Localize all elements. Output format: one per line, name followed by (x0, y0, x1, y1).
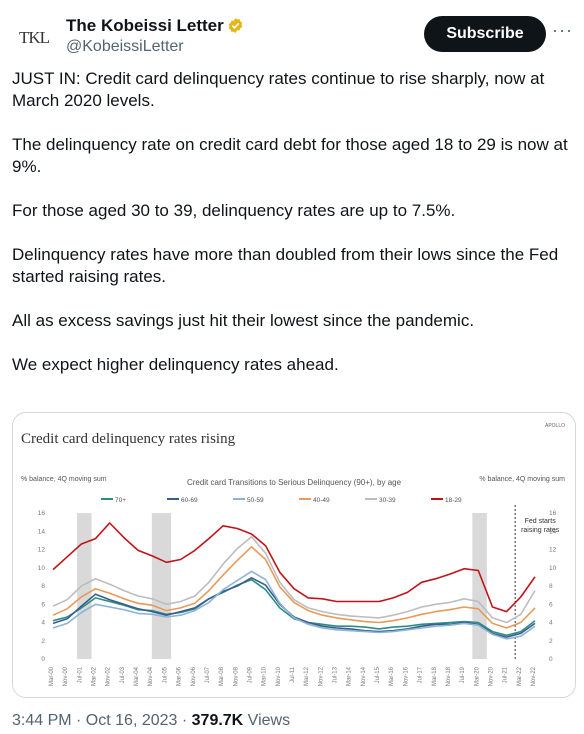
x-tick-label: Nov-12 (318, 666, 324, 686)
author-name-text[interactable]: The Kobeissi Letter (66, 16, 224, 35)
x-tick-label: Mar-06 (177, 666, 183, 686)
view-count: 379.7K (191, 712, 244, 729)
y-tick-label-right: 0 (549, 656, 553, 663)
recession-band (77, 513, 92, 659)
y-tick-label-right: 2 (549, 638, 553, 645)
series-line-50-59 (52, 570, 536, 640)
y-tick-label-right: 8 (549, 583, 553, 590)
y-tick-label-right: 4 (549, 620, 553, 627)
x-tick-label: Nov-06 (191, 666, 197, 686)
x-tick-label: Jul-07 (205, 666, 211, 683)
legend-label: 50-59 (247, 497, 264, 504)
verified-badge-icon (228, 18, 242, 33)
delinquency-chart: Credit card delinquency rates rising APOL… (21, 423, 565, 686)
x-tick-label: Nov-10 (276, 666, 282, 686)
tweet-footer: 3:44 PM · Oct 16, 2023 · 379.7K Views (12, 712, 290, 730)
tweet-paragraph: The delinquency rate on credit card debt… (12, 135, 568, 176)
author-name[interactable]: The Kobeissi Letter (66, 16, 244, 36)
x-tick-label: Jul-01 (77, 666, 83, 683)
y-axis-label-right: % balance, 4Q moving sum (479, 476, 565, 483)
author-handle[interactable]: @KobeissiLetter (66, 38, 184, 55)
x-tick-label: Mar-02 (92, 666, 98, 686)
tweet-paragraph: We expect higher delinquency rates ahead… (12, 355, 339, 374)
tweet-paragraph: JUST IN: Credit card delinquency rates c… (12, 69, 545, 110)
y-tick-label-left: 14 (38, 528, 46, 535)
x-tick-label: Nov-22 (531, 666, 537, 686)
tweet-paragraph: All as excess savings just hit their low… (12, 311, 475, 330)
x-tick-label: Mar-20 (474, 666, 480, 686)
y-tick-label-left: 10 (38, 565, 46, 572)
x-tick-label: Nov-14 (361, 666, 367, 686)
series-line-40-49 (52, 546, 536, 629)
series-line-18-29 (52, 522, 536, 613)
views-label: Views (243, 712, 291, 729)
legend-label: 18-29 (445, 497, 462, 504)
series-line-70+ (52, 578, 536, 637)
x-tick-label: Mar-04 (134, 666, 140, 686)
y-tick-label-left: 0 (41, 656, 45, 663)
legend-label: 70+ (115, 497, 126, 504)
x-tick-label: Jul-15 (375, 666, 381, 683)
x-tick-label: Nov-02 (106, 666, 112, 686)
more-options-icon[interactable]: ··· (552, 20, 573, 40)
x-tick-label: Nov-18 (446, 666, 452, 686)
tweet-header: TKL The Kobeissi Letter @KobeissiLetter … (12, 10, 572, 62)
x-tick-label: Mar-00 (49, 666, 55, 686)
chart-title: Credit card delinquency rates rising (21, 431, 236, 447)
y-tick-label-right: 16 (549, 510, 557, 517)
y-tick-label-left: 12 (38, 547, 46, 554)
chart-image[interactable]: Credit card delinquency rates rising APOL… (12, 412, 576, 698)
y-tick-label-left: 16 (38, 510, 46, 517)
recession-band (151, 513, 172, 659)
legend-label: 40-49 (313, 497, 330, 504)
x-tick-label: Jul-09 (247, 666, 253, 683)
x-tick-label: Mar-22 (517, 666, 523, 686)
x-tick-label: Mar-12 (304, 666, 310, 686)
x-tick-label: Nov-08 (233, 666, 239, 686)
x-tick-label: Jul-13 (333, 666, 339, 683)
y-tick-label-right: 12 (549, 547, 557, 554)
y-tick-label-left: 6 (41, 601, 45, 608)
x-tick-label: Jul-05 (162, 666, 168, 683)
x-tick-label: Nov-16 (403, 666, 409, 686)
x-tick-label: Nov-04 (148, 666, 154, 686)
tweet-paragraph: Delinquency rates have more than doubled… (12, 245, 559, 286)
y-tick-label-left: 4 (41, 620, 45, 627)
legend-label: 60-69 (181, 497, 198, 504)
y-tick-label-left: 8 (41, 583, 45, 590)
x-tick-label: Jul-21 (503, 666, 509, 683)
x-tick-label: Nov-00 (63, 666, 69, 686)
x-tick-label: Mar-14 (347, 666, 353, 686)
x-tick-label: Mar-10 (262, 666, 268, 686)
legend-label: 30-39 (379, 497, 396, 504)
y-tick-label-right: 14 (549, 528, 557, 535)
tweet-paragraph: For those aged 30 to 39, delinquency rat… (12, 201, 456, 220)
x-tick-label: Mar-18 (432, 666, 438, 686)
y-tick-label-right: 6 (549, 601, 553, 608)
timestamp[interactable]: 3:44 PM · Oct 16, 2023 · (12, 712, 192, 729)
y-tick-label-left: 2 (41, 638, 45, 645)
subscribe-button[interactable]: Subscribe (424, 16, 546, 52)
chart-brand: APOLLO (545, 423, 565, 429)
y-axis-label-left: % balance, 4Q moving sum (21, 476, 107, 483)
x-tick-label: Mar-16 (389, 666, 395, 686)
x-tick-label: Jul-19 (460, 666, 466, 683)
author-avatar[interactable]: TKL (12, 16, 56, 60)
x-tick-label: Jul-03 (120, 666, 126, 683)
x-tick-label: Mar-08 (219, 666, 225, 686)
x-tick-label: Nov-20 (488, 666, 494, 686)
y-tick-label-right: 10 (549, 565, 557, 572)
series-line-30-39 (52, 535, 536, 624)
chart-subtitle: Credit card Transitions to Serious Delin… (187, 478, 402, 487)
tweet-text: JUST IN: Credit card delinquency rates c… (12, 68, 574, 398)
x-tick-label: Jul-11 (290, 666, 296, 683)
x-tick-label: Jul-17 (418, 666, 424, 683)
fed-annotation: Fed starts raising rates (521, 518, 560, 534)
